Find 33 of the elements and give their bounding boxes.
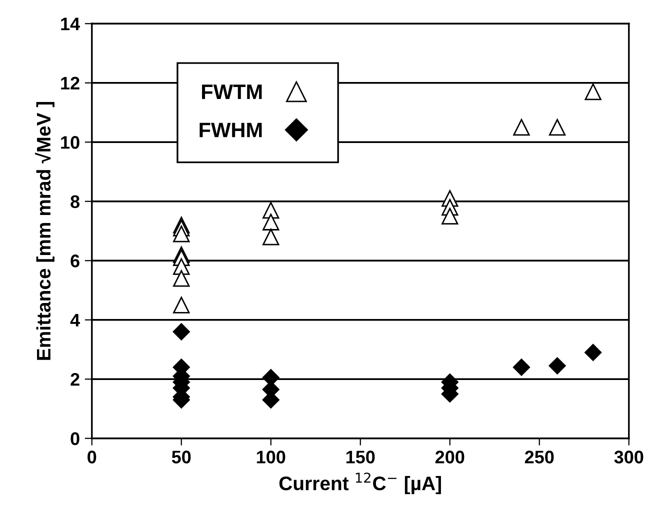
point [548,118,566,136]
point [173,226,190,242]
point [548,357,566,374]
y-tick-label: 8 [70,195,80,208]
y-tick-label: 10 [61,136,80,149]
point [584,83,602,100]
y-tick-label: 12 [61,76,80,90]
legend-label: FWTM [202,84,262,100]
x-tick-label: 150 [346,450,375,464]
y-axis-title: Emittance [mm mrad √MeV ] [35,102,54,360]
x-axis-title: Current $^{12}$C$^{−}$ [µA] [279,472,441,494]
x-tick-label: 300 [614,450,644,464]
x-tick-label: 200 [435,450,464,464]
point [512,358,530,376]
legend-label: FWHM [200,122,262,138]
y-tick-label: 6 [70,254,80,268]
y-tick-label: 4 [70,314,80,326]
y-tick-label: 0 [70,432,80,446]
x-tick-label: 100 [256,450,286,464]
point [513,118,530,136]
point [442,208,458,225]
point [173,270,190,287]
x-tick-label: 50 [172,450,191,464]
x-tick-label: 0 [88,450,96,464]
point [262,214,280,230]
x-tick-label: 250 [524,450,554,464]
point [262,228,280,246]
point [584,344,602,362]
point [173,258,190,275]
point [173,296,190,314]
point [172,323,190,340]
y-tick-label: 14 [61,18,80,30]
y-tick-label: 2 [70,373,80,386]
